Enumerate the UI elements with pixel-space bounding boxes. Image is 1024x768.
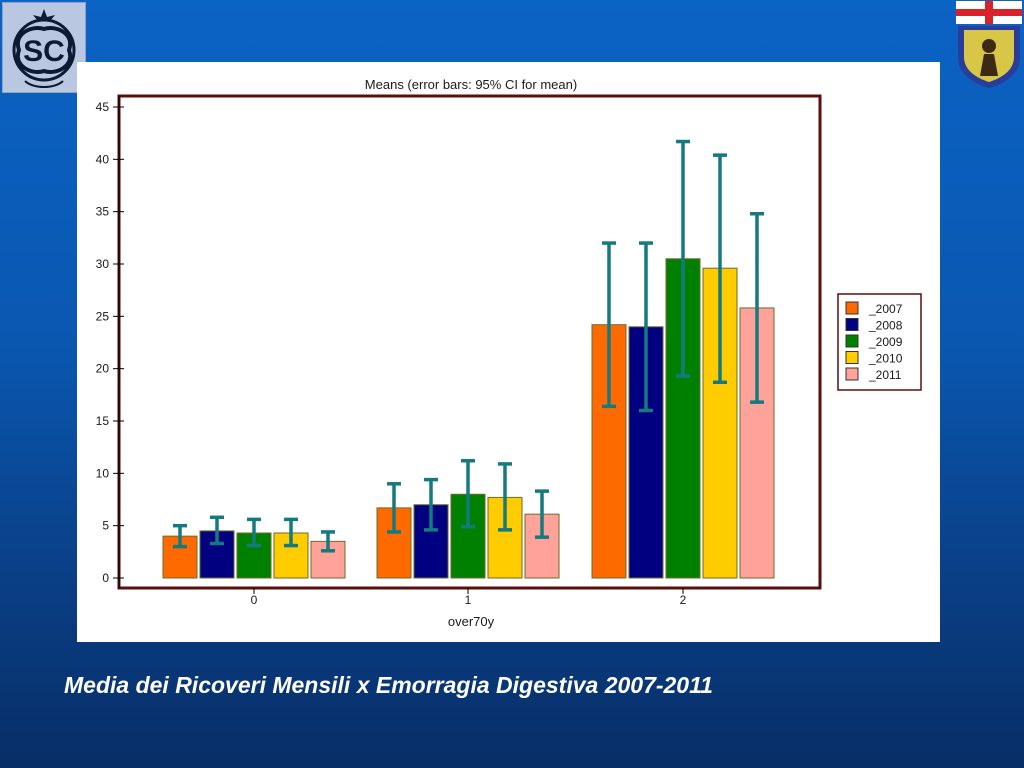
- bar-chart: Means (error bars: 95% CI for mean) 0510…: [96, 77, 922, 629]
- legend-swatch: [845, 318, 859, 331]
- y-tick-label: 10: [96, 466, 110, 480]
- y-tick-label: 25: [96, 309, 110, 323]
- chart-panel: Means (error bars: 95% CI for mean) 0 5 10…: [77, 62, 940, 642]
- legend-label: _2010: [868, 352, 903, 366]
- legend: _2007 _2008 _2009 _2010 _2011: [837, 293, 922, 391]
- y-tick-label: 20: [96, 362, 110, 376]
- bars: [162, 258, 775, 579]
- x-axis-label: over70y: [448, 614, 495, 629]
- x-axis: 0 1 2: [251, 588, 687, 607]
- legend-swatch: [845, 367, 859, 381]
- y-tick-label: 5: [102, 519, 109, 533]
- sc-emblem-icon: SC: [12, 9, 76, 88]
- x-tick-label: 0: [251, 593, 258, 607]
- legend-label: _2007: [868, 302, 903, 316]
- y-tick-label: 0: [102, 571, 109, 585]
- y-tick-label: 30: [96, 257, 110, 271]
- x-tick-label: 1: [465, 593, 472, 607]
- y-tick-label: 45: [96, 100, 110, 114]
- legend-label: _2008: [868, 319, 903, 333]
- slide-caption: Media dei Ricoveri Mensili x Emorragia D…: [64, 672, 713, 698]
- legend-swatch: [845, 334, 859, 348]
- legend-swatch: [845, 301, 859, 315]
- logo-left-letters: SC: [23, 35, 65, 68]
- logo-right: [954, 0, 1024, 88]
- x-tick-label: 2: [680, 593, 687, 607]
- error-bars: [173, 139, 764, 553]
- chart-title: Means (error bars: 95% CI for mean): [365, 77, 577, 92]
- y-axis: 0 5 10 15 20 25 30 35 40 45: [96, 100, 124, 585]
- genoa-crest-icon: [956, 1, 1022, 88]
- legend-swatch: [845, 351, 859, 364]
- logo-left: SC: [2, 2, 86, 93]
- legend-label: _2011: [868, 368, 902, 382]
- legend-label: _2009: [868, 335, 903, 349]
- y-tick-label: 15: [96, 414, 110, 428]
- y-tick-label: 35: [96, 205, 110, 219]
- y-tick-label: 40: [96, 152, 110, 166]
